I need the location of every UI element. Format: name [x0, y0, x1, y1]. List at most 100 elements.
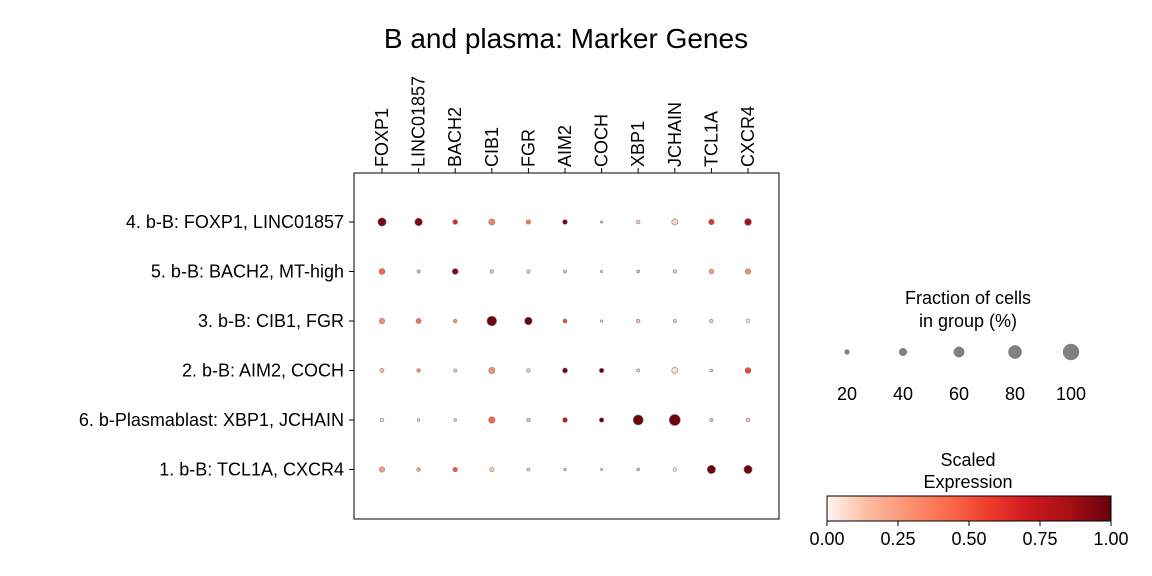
size-legend-label: 20 [837, 384, 857, 404]
dot-cib1 [489, 466, 495, 473]
gene-label-aim2: AIM2 [555, 125, 575, 167]
dot-jchain [672, 319, 677, 323]
dot-bach2 [452, 466, 458, 473]
size-legend-dot [844, 349, 850, 355]
size-legend-dot [953, 346, 965, 358]
size-legend-label: 40 [893, 384, 913, 404]
dot-aim2 [563, 269, 567, 274]
colorbar [826, 495, 1112, 522]
group-label: 6. b-Plasmablast: XBP1, JCHAIN [79, 410, 344, 430]
dot-foxp1 [378, 268, 386, 275]
dot-tcl1a [709, 418, 714, 422]
dot-xbp1 [636, 318, 641, 323]
size-legend-dot [1062, 343, 1080, 361]
size-legend-label: 80 [1005, 384, 1025, 404]
dot-foxp1 [378, 317, 386, 325]
color-legend: Scaled Expression 0.00 0.25 0.50 0.75 1.00 [809, 450, 1128, 549]
dot-fgr [526, 269, 531, 274]
color-legend-title-line-1: Scaled [940, 450, 995, 470]
gene-label-linc01857: LINC01857 [409, 76, 429, 167]
dot-coch [599, 367, 605, 374]
dot-tcl1a [708, 268, 715, 275]
dot-cxcr4 [745, 318, 751, 324]
dot-markers [377, 217, 753, 474]
dot-jchain [671, 218, 679, 226]
size-legend-items: 20 40 60 80 100 [837, 343, 1086, 404]
dot-aim2 [563, 467, 567, 472]
size-legend-label: 60 [949, 384, 969, 404]
dot-cxcr4 [744, 367, 752, 374]
dot-jchain [672, 467, 677, 472]
group-label: 4. b-B: FOXP1, LINC01857 [126, 212, 344, 232]
dot-tcl1a [709, 368, 714, 373]
size-legend-dot [1008, 345, 1022, 359]
dot-coch [600, 220, 604, 224]
dot-fgr [524, 316, 533, 326]
dot-cib1 [488, 367, 496, 374]
colorbar-tick-label: 0.25 [880, 529, 915, 549]
dot-cib1 [488, 416, 496, 424]
dot-linc01857 [415, 318, 422, 324]
chart-title: B and plasma: Marker Genes [384, 23, 748, 54]
dot-coch [599, 417, 605, 423]
dot-fgr [526, 368, 531, 373]
dot-cxcr4 [744, 218, 752, 226]
dot-cxcr4 [745, 417, 751, 423]
dot-aim2 [562, 367, 568, 374]
dot-bach2 [453, 368, 458, 373]
gene-label-coch: COCH [592, 114, 612, 167]
dot-cxcr4 [743, 465, 753, 474]
dot-bach2 [453, 318, 458, 324]
dot-xbp1 [636, 269, 640, 274]
size-legend-dot [898, 347, 908, 357]
dot-bach2 [451, 268, 459, 275]
dot-bach2 [453, 418, 457, 422]
dot-tcl1a [706, 465, 716, 474]
colorbar-tick-label: 0.75 [1022, 529, 1057, 549]
dot-foxp1 [379, 417, 385, 423]
colorbar-tick-label: 0.50 [951, 529, 986, 549]
gene-label-tcl1a: TCL1A [701, 111, 721, 167]
gene-label-xbp1: XBP1 [628, 121, 648, 167]
gene-tick-labels: FOXP1 LINC01857 BACH2 CIB1 FGR AIM2 COCH XBP1 JC… [372, 76, 758, 173]
group-tick-labels: 4. b-B: FOXP1, LINC01857 5. b-B: BACH2, M… [79, 212, 354, 480]
dot-cib1 [489, 269, 494, 274]
gene-label-fgr: FGR [518, 129, 538, 167]
dot-foxp1 [379, 368, 385, 373]
dot-cxcr4 [744, 268, 752, 275]
dot-fgr [526, 417, 531, 422]
group-label: 5. b-B: BACH2, MT-high [151, 262, 344, 282]
dot-bach2 [452, 219, 458, 225]
dot-fgr [525, 219, 531, 225]
gene-label-cib1: CIB1 [482, 127, 502, 167]
size-legend-title-line-1: Fraction of cells [905, 288, 1031, 308]
dot-cib1 [488, 218, 496, 226]
color-legend-title-line-2: Expression [923, 472, 1012, 492]
dot-linc01857 [416, 467, 421, 472]
dot-aim2 [562, 417, 568, 423]
gene-label-jchain: JCHAIN [665, 102, 685, 167]
gene-label-foxp1: FOXP1 [372, 108, 392, 167]
dot-linc01857 [416, 368, 421, 373]
dot-linc01857 [416, 269, 421, 274]
dot-linc01857 [416, 418, 421, 422]
dot-xbp1 [636, 368, 641, 373]
dot-coch [600, 319, 604, 323]
colorbar-ticks: 0.00 0.25 0.50 0.75 1.00 [809, 521, 1129, 549]
dot-tcl1a [709, 318, 714, 323]
group-label: 3. b-B: CIB1, FGR [198, 311, 344, 331]
dot-aim2 [562, 318, 568, 324]
dot-foxp1 [378, 466, 386, 473]
dot-aim2 [562, 219, 568, 225]
size-legend: Fraction of cells in group (%) 20 40 60 80 1… [837, 288, 1086, 404]
colorbar-tick-label: 1.00 [1093, 529, 1128, 549]
dot-jchain [672, 269, 677, 274]
dot-jchain [668, 414, 681, 426]
dot-xbp1 [636, 467, 640, 472]
size-legend-title-line-2: in group (%) [919, 311, 1017, 331]
dot-coch [600, 269, 604, 274]
group-label: 2. b-B: AIM2, COCH [182, 361, 344, 381]
colorbar-tick-label: 0.00 [809, 529, 844, 549]
dot-xbp1 [636, 219, 641, 225]
